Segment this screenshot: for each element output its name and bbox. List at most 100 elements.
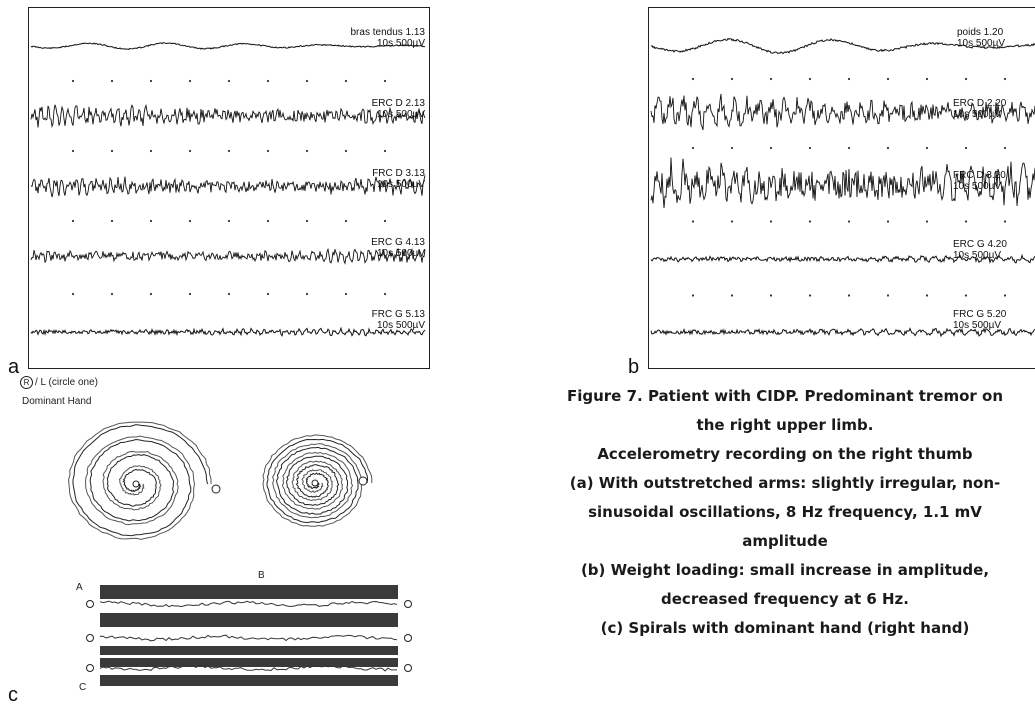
grid-dot xyxy=(110,292,114,296)
emg-traces-a xyxy=(30,42,426,337)
grid-dot xyxy=(925,294,929,297)
spiral-a xyxy=(72,424,208,537)
figure-caption: Figure 7. Patient with CIDP. Predominant… xyxy=(520,382,1035,643)
spiral-b-label: B xyxy=(258,570,265,581)
caption-line: (a) With outstretched arms: slightly irr… xyxy=(569,474,1001,492)
caption-line: (c) Spirals with dominant hand (right ha… xyxy=(600,619,970,637)
caption-line: (b) Weight loading: small increase in am… xyxy=(580,561,990,579)
grid-dot xyxy=(383,292,387,296)
panel-letter-b: b xyxy=(628,356,640,378)
emg-panel-b: poids 1.20 10s 500µV ERC D 2.20 10s 500µV … xyxy=(648,7,1035,369)
grid-dot xyxy=(149,219,153,223)
grid-dot xyxy=(1003,294,1007,297)
grid-dot xyxy=(344,219,348,223)
panel-letter-c: c xyxy=(8,684,18,706)
grid-dot xyxy=(188,292,192,296)
grid-dot xyxy=(266,149,270,153)
grid-dot xyxy=(305,292,309,296)
caption-line: the right upper limb. xyxy=(696,416,874,434)
trace-label: ERC D 2.13 10s 500µV xyxy=(371,98,425,120)
grid-dot xyxy=(964,220,968,223)
grid-dot xyxy=(1003,146,1007,150)
emg-trace xyxy=(650,157,1035,209)
grid-dot xyxy=(925,77,929,81)
trace-label: ERC G 4.20 10s 500µV xyxy=(953,239,1007,261)
hatched-bar xyxy=(100,585,398,599)
spiral-a xyxy=(68,421,212,540)
grid-dot xyxy=(730,220,734,223)
trace-label: FRC G 5.13 10s 500µV xyxy=(371,309,425,331)
trace-label: FRC D 3.13 10s 500µV xyxy=(372,168,425,190)
line-endpoint-marker xyxy=(86,664,94,672)
emg-trace xyxy=(30,247,426,265)
grid-dot xyxy=(71,292,75,296)
grid-dot xyxy=(305,79,309,83)
grid-dot xyxy=(71,219,75,223)
grid-dot xyxy=(1003,77,1007,81)
grid-dot xyxy=(383,149,387,153)
grid-dot xyxy=(808,146,812,150)
emg-trace xyxy=(650,93,1035,131)
caption-line: amplitude xyxy=(742,532,828,550)
grid-dot xyxy=(1003,220,1007,223)
grid-dot xyxy=(808,294,812,297)
grid-dot xyxy=(344,149,348,153)
grid-dot xyxy=(691,220,695,223)
caption-line: Accelerometry recording on the right thu… xyxy=(597,445,973,463)
grid-dot xyxy=(227,292,231,296)
grid-dot xyxy=(730,294,734,297)
spiral-center-mark xyxy=(132,480,140,488)
grid-dot xyxy=(71,149,75,153)
traced-line xyxy=(99,634,398,642)
line-endpoint-marker xyxy=(404,600,412,608)
emg-panel-a: bras tendus 1.13 10s 500µV ERC D 2.13 10s … xyxy=(28,7,430,369)
grid-dot xyxy=(188,149,192,153)
grid-dot xyxy=(769,77,773,81)
grid-dot xyxy=(383,219,387,223)
caption-line: decreased frequency at 6 Hz. xyxy=(661,590,909,608)
hand-selector: R / L (circle one) xyxy=(20,376,98,389)
trace-label: poids 1.20 10s 500µV xyxy=(957,27,1006,49)
trace-label: ERC G 4.13 10s 500µV xyxy=(371,237,425,259)
line-endpoint-marker xyxy=(404,634,412,642)
trace-label: ERC D 2.20 10s 500µV xyxy=(953,98,1007,120)
traced-line xyxy=(99,664,397,672)
grid-dot xyxy=(110,149,114,153)
grid-dot xyxy=(925,220,929,223)
dominant-hand-label: Dominant Hand xyxy=(22,396,92,407)
circled-hand: R xyxy=(20,376,33,389)
grid-dot xyxy=(266,79,270,83)
grid-dot xyxy=(188,79,192,83)
spirals-and-lines xyxy=(68,421,412,686)
emg-trace xyxy=(30,175,426,198)
grid-dot xyxy=(886,220,890,223)
trace-label: bras tendus 1.13 10s 500µV xyxy=(350,27,426,49)
hatched-bar xyxy=(100,675,398,686)
grid-dot xyxy=(149,79,153,83)
grid-dot xyxy=(808,220,812,223)
grid-dot xyxy=(383,79,387,83)
grid-dot xyxy=(110,79,114,83)
hatched-bar xyxy=(100,646,398,655)
line-endpoint-marker xyxy=(86,634,94,642)
grid-dot xyxy=(691,146,695,150)
emg-traces-b xyxy=(650,37,1035,338)
grid-dot xyxy=(227,79,231,83)
grid-dot xyxy=(964,77,968,81)
grid-dot xyxy=(925,146,929,150)
grid-dot xyxy=(769,294,773,297)
hatched-bar xyxy=(100,658,398,667)
grid-dot xyxy=(847,77,851,81)
start-marker xyxy=(358,476,368,486)
start-marker xyxy=(211,484,221,494)
trace-label: FRC D 3.20 10s 500µV xyxy=(953,170,1006,192)
grid-dot xyxy=(188,219,192,223)
emg-trace xyxy=(650,37,1035,55)
grid-dot xyxy=(691,294,695,297)
spiral-center-mark xyxy=(311,479,319,487)
emg-trace xyxy=(30,326,426,337)
grid-dot xyxy=(305,219,309,223)
grid-dot xyxy=(227,219,231,223)
grid-dot xyxy=(730,146,734,150)
lines-c-label: C xyxy=(79,682,87,693)
